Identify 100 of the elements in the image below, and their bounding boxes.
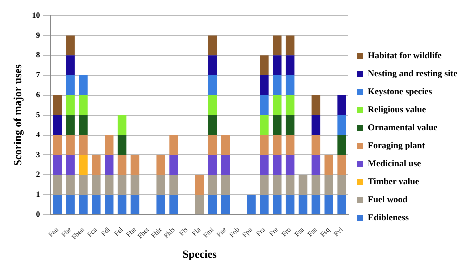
bar (298, 175, 308, 196)
bar (105, 135, 114, 156)
bar (312, 135, 321, 156)
bar (273, 135, 282, 156)
bar (92, 175, 101, 196)
y-tick-label: 3 (36, 150, 40, 160)
bar (208, 115, 218, 136)
bar (170, 175, 178, 196)
legend-label: Ornamental value (368, 122, 438, 132)
legend-label: Edibleness (368, 212, 410, 222)
bar (208, 135, 218, 156)
bar (273, 76, 282, 96)
legend-label: Medicinal use (368, 158, 422, 168)
bar (338, 135, 346, 156)
y-tick-label: 2 (36, 170, 40, 180)
bar (324, 155, 334, 176)
bar (208, 195, 218, 214)
bar (324, 175, 334, 196)
bar (195, 175, 204, 196)
y-tick-label: 0 (36, 210, 40, 220)
bar (260, 195, 269, 214)
bar (221, 195, 230, 214)
legend-label: Habitat for wildlife (368, 50, 442, 60)
bar (66, 175, 75, 196)
bar (66, 135, 75, 156)
bar (260, 155, 269, 176)
bar (156, 175, 166, 196)
bar (79, 155, 88, 176)
bar (273, 175, 282, 196)
bar (273, 195, 282, 214)
bar (105, 195, 114, 214)
bar (79, 76, 88, 96)
bar (221, 135, 230, 156)
bar (273, 115, 282, 136)
bar (79, 95, 88, 116)
bar (286, 76, 295, 96)
bar (53, 195, 62, 214)
legend-label: Religious value (368, 104, 426, 114)
bar (221, 155, 230, 176)
bar (118, 175, 127, 196)
bar (286, 95, 295, 116)
bar (221, 175, 230, 196)
bar (118, 195, 127, 214)
bar (286, 155, 295, 176)
bar (312, 195, 321, 214)
bar (66, 195, 75, 214)
bar (92, 195, 101, 214)
bar (208, 36, 218, 56)
bar (273, 56, 282, 76)
bar (170, 135, 178, 156)
bar (324, 195, 334, 214)
bar (298, 195, 308, 214)
bar (273, 155, 282, 176)
bar (130, 195, 140, 214)
bar (208, 175, 218, 196)
bar (338, 115, 346, 136)
y-tick-label: 1 (36, 190, 40, 200)
bar (130, 155, 140, 176)
bar (260, 175, 269, 196)
bar (273, 95, 282, 116)
legend-label: Fuel wood (368, 194, 408, 204)
bar (79, 175, 88, 196)
bar (53, 95, 62, 116)
bar (53, 135, 62, 156)
bar (92, 155, 101, 176)
bar (118, 135, 127, 156)
bar (208, 76, 218, 96)
y-axis-title: Scoring of major uses (12, 64, 24, 166)
bar (79, 115, 88, 136)
bar (130, 175, 140, 196)
bar (66, 155, 75, 176)
bar (260, 135, 269, 156)
bar (312, 115, 321, 136)
bar (118, 115, 127, 136)
bar (247, 195, 256, 214)
bar (312, 95, 321, 116)
bar (79, 195, 88, 214)
bar (260, 56, 269, 76)
bar (260, 95, 269, 116)
bar (286, 175, 295, 196)
bar (312, 175, 321, 196)
bar (286, 195, 295, 214)
y-tick-label: 9 (36, 30, 40, 40)
bar (118, 155, 127, 176)
bar (312, 155, 321, 176)
bar (260, 76, 269, 96)
y-tick-label: 5 (36, 110, 40, 120)
bar (286, 135, 295, 156)
bar (170, 195, 178, 214)
bar (286, 115, 295, 136)
bar (66, 95, 75, 116)
y-tick-label: 4 (36, 130, 40, 140)
bar (208, 56, 218, 76)
bar (79, 135, 88, 156)
bar (66, 76, 75, 96)
bar (338, 195, 346, 214)
y-tick-label: 10 (32, 10, 40, 20)
legend-label: Timber value (368, 176, 420, 186)
bar (66, 115, 75, 136)
bar (208, 95, 218, 116)
